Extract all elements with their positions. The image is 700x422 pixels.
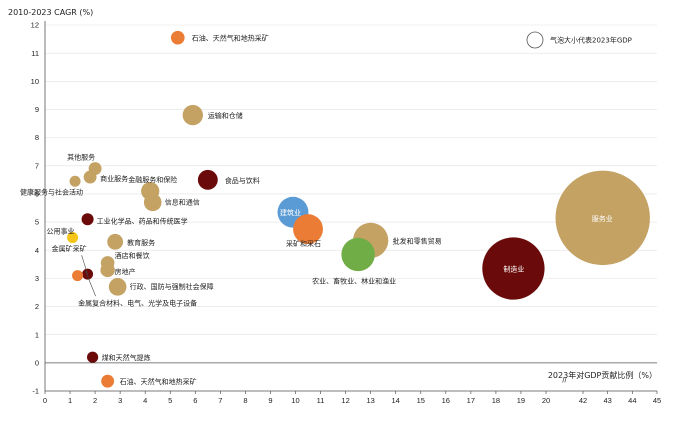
bubble-label: 商业服务 (100, 174, 128, 183)
x-tick-label: 7 (218, 396, 222, 405)
x-tick-label: 20 (542, 396, 550, 405)
bubble (182, 104, 203, 126)
bubble (170, 30, 185, 45)
y-tick-label: 5 (35, 218, 39, 227)
x-tick-label: 3 (118, 396, 122, 405)
bubble (81, 213, 94, 226)
y-tick-label: 3 (35, 274, 39, 283)
bubble-label: 健康服务与社会活动 (20, 187, 83, 196)
x-tick-label: 12 (341, 396, 349, 405)
x-tick-label: 11 (317, 396, 325, 405)
bubble (108, 278, 127, 296)
bubble-label: 酒店和餐饮 (115, 251, 150, 260)
x-tick-label: 15 (417, 396, 425, 405)
bubble-label: 运输和仓储 (208, 111, 243, 120)
bubble (143, 193, 162, 212)
x-tick-label: 43 (603, 396, 611, 405)
y-tick-label: 9 (35, 105, 39, 114)
bubble-label: 建筑业 (280, 208, 301, 217)
legend: 气泡大小代表2023年GDP (526, 31, 632, 49)
y-tick-label: 8 (35, 133, 39, 142)
x-tick-label: 14 (392, 396, 400, 405)
bubble (555, 170, 650, 266)
bubble-label: 采矿和采石 (286, 239, 321, 248)
y-tick-label: 10 (31, 77, 39, 86)
bubble-label: 服务业 (592, 214, 613, 223)
x-tick-label: 45 (653, 396, 661, 405)
bubble-label: 食品与饮料 (225, 176, 260, 185)
bubble-label: 行政、国防与强制社会保障 (130, 282, 214, 291)
y-tick-label: -1 (32, 387, 39, 396)
x-tick-label: 42 (579, 396, 587, 405)
bubble-label: 批发和零售贸易 (393, 236, 442, 245)
x-tick-label: 10 (291, 396, 299, 405)
bubble (293, 214, 323, 245)
x-tick-label: 13 (366, 396, 374, 405)
x-axis-title: 2023年对GDP贡献比例（%） (548, 370, 657, 380)
leader-line (85, 271, 96, 297)
bubble (101, 374, 115, 388)
bubble-label: 金属复合材料、电气、光学及电子设备 (78, 298, 197, 307)
bubble-labels: 石油、天然气和地热采矿运输和仓储食品与饮料其他服务商业服务健康服务与社会活动金融… (20, 34, 613, 386)
bubble (69, 175, 81, 187)
bubble-label: 工业化学品、药品和传统医学 (97, 216, 188, 225)
bubble (107, 233, 124, 250)
y-tick-label: 12 (31, 21, 39, 30)
x-tick-label: 19 (517, 396, 525, 405)
bubble-label: 公用事业 (47, 227, 75, 236)
bubble-label: 房地产 (115, 267, 136, 276)
x-tick-label: 8 (243, 396, 247, 405)
x-tick-label: 0 (43, 396, 47, 405)
bubble-label: 教育服务 (127, 238, 155, 247)
bubble-label: 石油、天然气和地热采矿 (192, 34, 269, 43)
x-tick-label: 6 (193, 396, 197, 405)
x-tick-label: 2 (93, 396, 97, 405)
x-tick-label: 18 (492, 396, 500, 405)
bubble-label: 石油、天然气和地热采矿 (120, 377, 197, 386)
bubbles (67, 30, 650, 388)
y-tick-label: 0 (35, 358, 39, 367)
bubble (341, 237, 375, 272)
x-tick-label: 1 (68, 396, 72, 405)
bubble-label: 农业、畜牧业、林业和渔业 (312, 276, 396, 285)
bubble (72, 270, 84, 282)
axis-break-mark: // (562, 376, 567, 385)
x-tick-label: 4 (143, 396, 147, 405)
y-tick-label: 4 (35, 246, 39, 255)
bubble-label: 金融服务和保险 (128, 175, 177, 184)
bubble (87, 351, 99, 363)
legend-label: 气泡大小代表2023年GDP (550, 36, 632, 45)
x-tick-label: 5 (168, 396, 172, 405)
bubble-label: 信息和通信 (165, 197, 200, 206)
x-tick-label: 9 (268, 396, 272, 405)
bubble (100, 262, 115, 278)
x-tick-label: 17 (467, 396, 475, 405)
x-tick-label: 16 (442, 396, 450, 405)
bubble-label: 煤和天然气提炼 (102, 353, 151, 362)
bubble-label: 金属矿采矿 (52, 244, 87, 253)
bubble-label: 制造业 (503, 265, 524, 274)
y-tick-label: 1 (35, 330, 39, 339)
y-axis-title: 2010-2023 CAGR (%) (8, 8, 93, 17)
bubble (197, 169, 218, 190)
x-tick-label: 44 (628, 396, 636, 405)
y-tick-label: 6 (35, 190, 39, 199)
legend-bubble-icon (526, 31, 544, 49)
bubble (482, 237, 545, 300)
bubble (83, 170, 97, 184)
y-tick-label: 7 (35, 161, 39, 170)
y-tick-label: 11 (31, 49, 39, 58)
bubble (67, 232, 79, 244)
bubble-label: 其他服务 (67, 153, 95, 162)
y-tick-label: 2 (35, 302, 39, 311)
leader-line (81, 255, 88, 275)
